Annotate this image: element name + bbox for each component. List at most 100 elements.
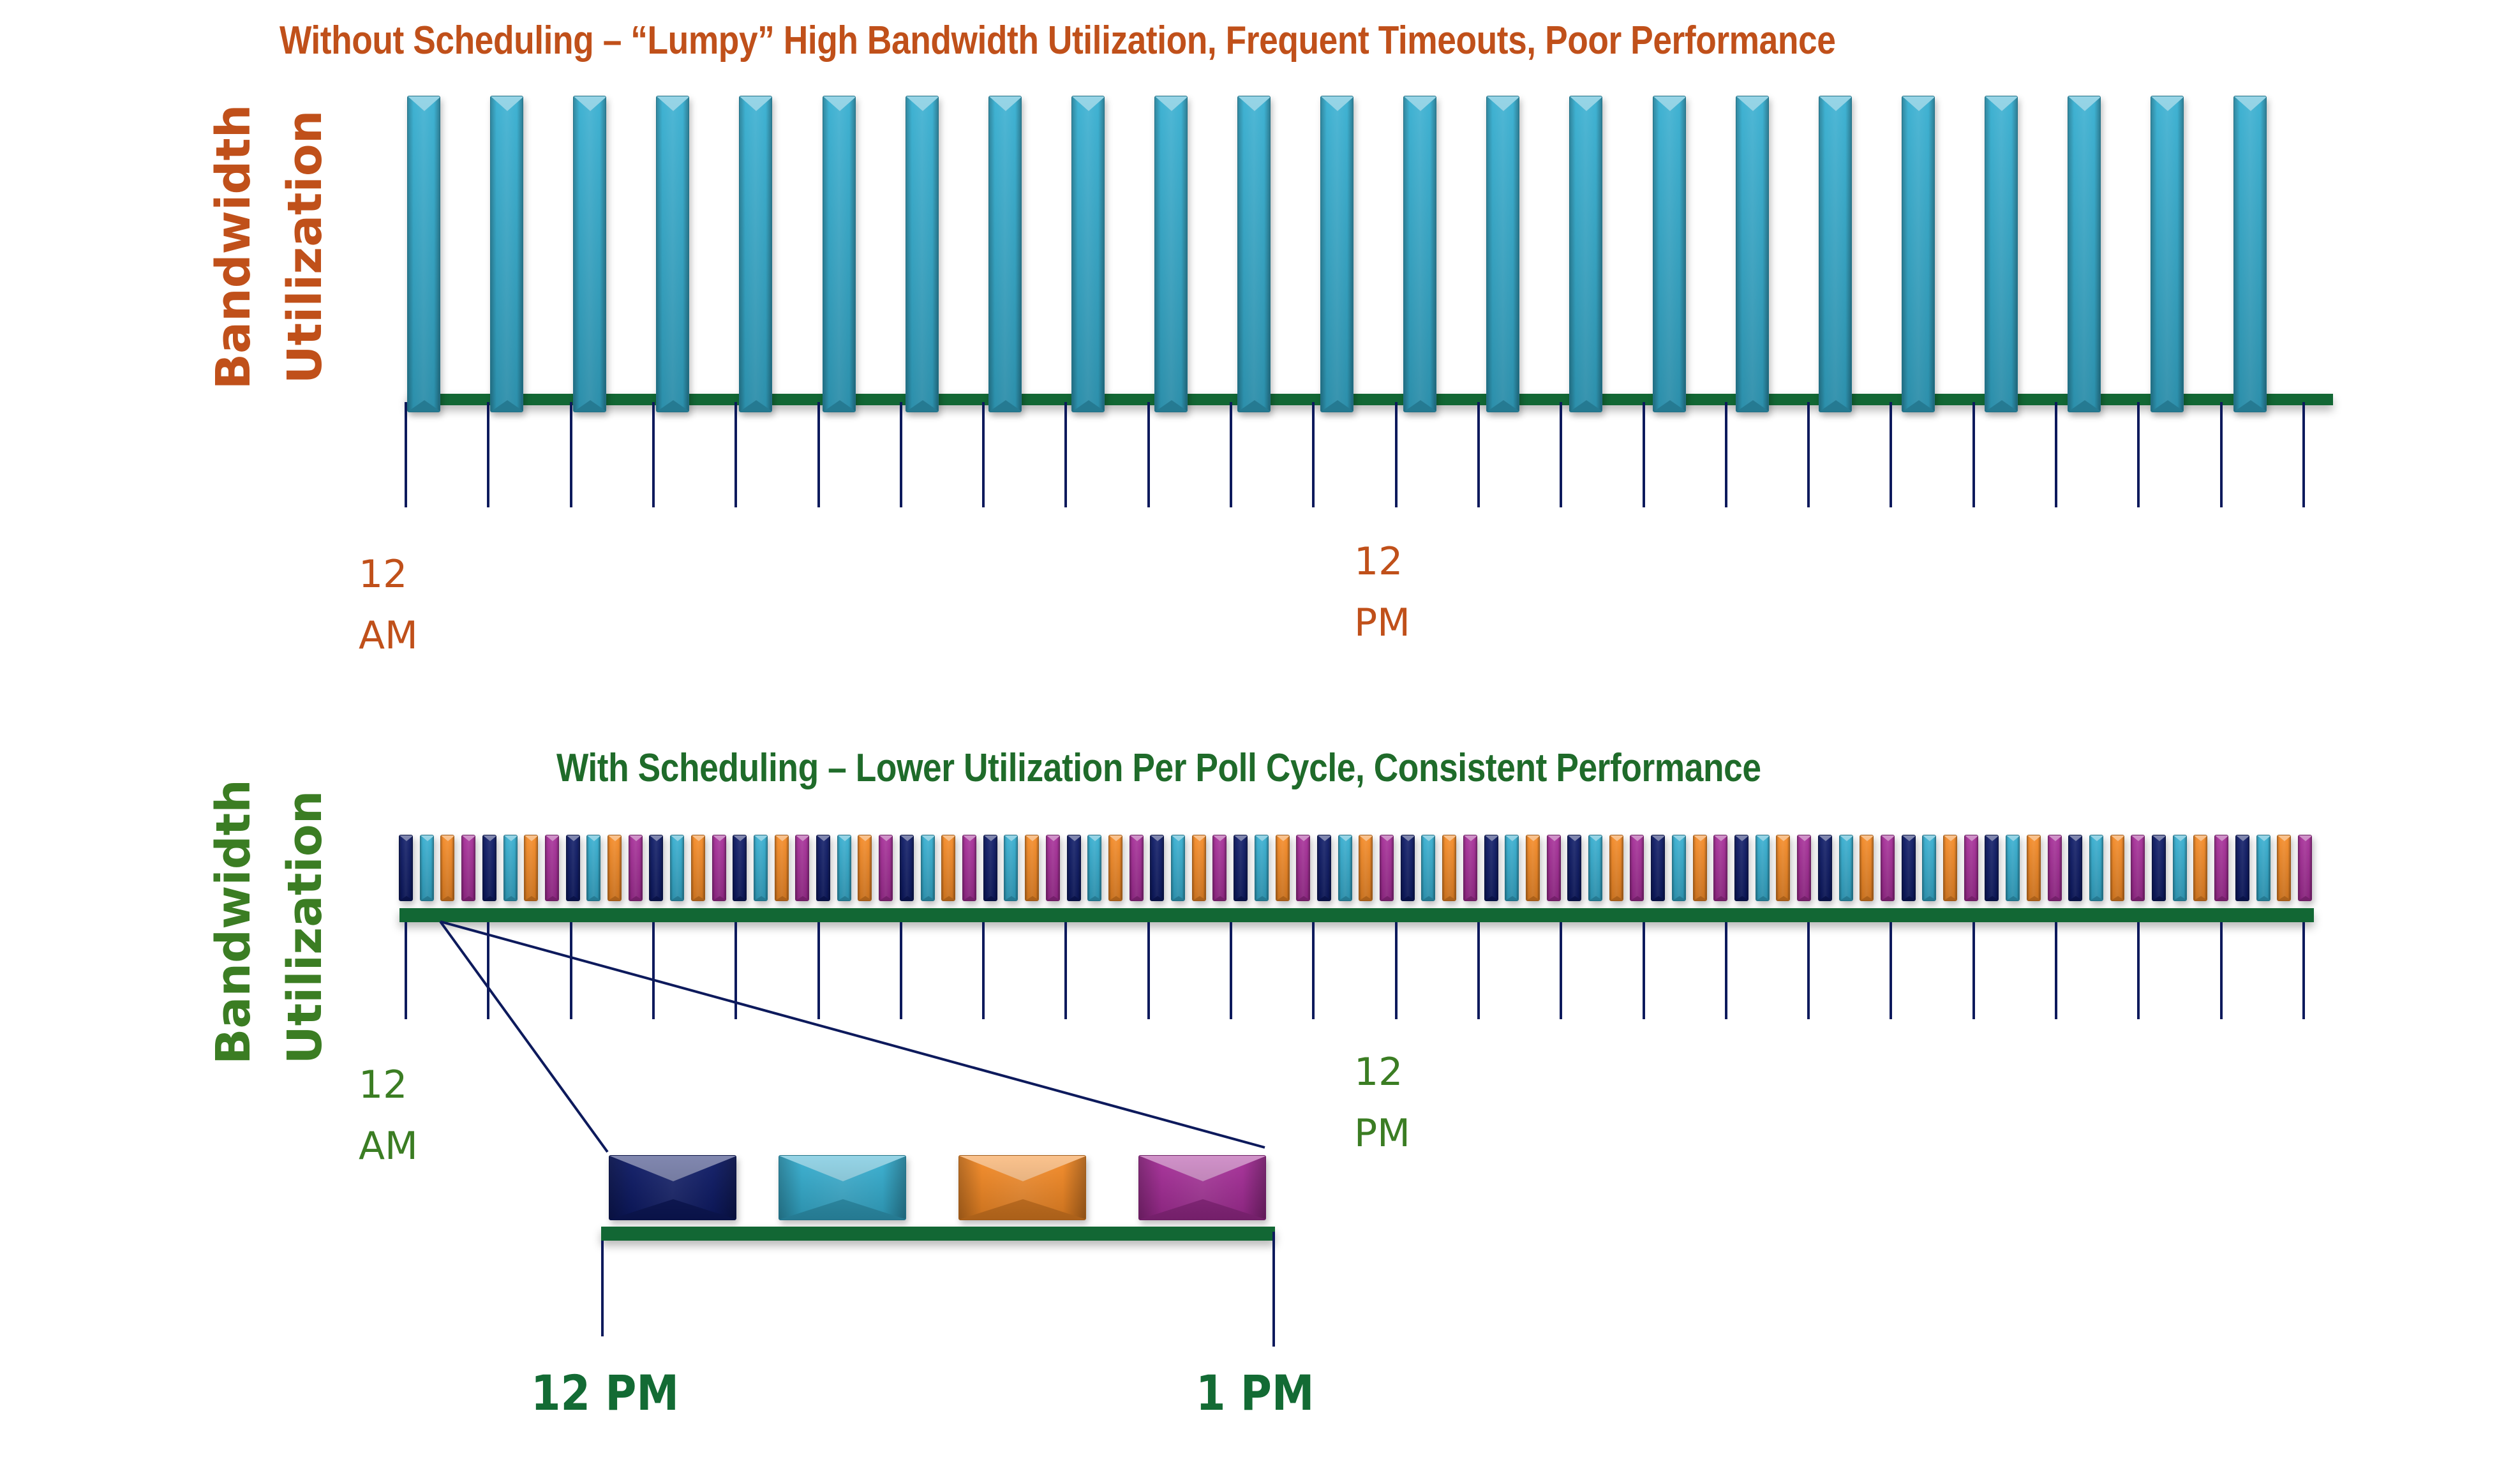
bottom-usage-bar: [2110, 835, 2124, 901]
top-tick: [2219, 402, 2223, 507]
top-usage-bar: [2233, 96, 2267, 412]
inset-poll-box: [958, 1155, 1086, 1220]
bottom-usage-bar: [649, 835, 664, 901]
inset-poll-box: [779, 1155, 906, 1220]
bottom-usage-bar: [1713, 835, 1728, 901]
top-tick: [982, 402, 985, 507]
bottom-tick: [1724, 922, 1727, 1019]
top-usage-bar: [822, 96, 856, 412]
bottom-usage-bar: [1045, 835, 1060, 901]
bottom-usage-bar: [690, 835, 705, 901]
top-tick: [652, 402, 655, 507]
bottom-usage-bar: [2026, 835, 2041, 901]
top-usage-bar: [2151, 96, 2184, 412]
bottom-tick: [1890, 922, 1893, 1019]
top-tick: [1230, 402, 1232, 507]
bottom-usage-bar: [962, 835, 976, 901]
bottom-usage-bar: [1212, 835, 1227, 901]
top-usage-bar: [988, 96, 1022, 412]
bottom-tick: [569, 922, 572, 1019]
bottom-usage-bar: [1150, 835, 1165, 901]
top-usage-bar: [1735, 96, 1769, 412]
inset-poll-box: [1138, 1155, 1266, 1220]
bottom-usage-bar: [1484, 835, 1498, 901]
bottom-usage-bar: [1651, 835, 1666, 901]
top-tick: [1807, 402, 1810, 507]
top-usage-bar: [1154, 96, 1188, 412]
bottom-usage-bar: [1985, 835, 1999, 901]
bottom-usage-bar: [1922, 835, 1937, 901]
bottom-usage-bar: [399, 835, 413, 901]
top-tick: [1147, 402, 1150, 507]
bottom-usage-bar: [1901, 835, 1916, 901]
bottom-usage-bar: [1546, 835, 1561, 901]
top-tick: [1312, 402, 1315, 507]
bottom-usage-bar: [1025, 835, 1040, 901]
top-label-12am: 12 AM: [359, 544, 418, 666]
bottom-usage-bar: [1609, 835, 1623, 901]
bottom-label-12pm: 12 PM: [1354, 1042, 1410, 1164]
bottom-usage-bar: [1671, 835, 1686, 901]
bottom-usage-bar: [837, 835, 851, 901]
bottom-label-12pm-line1: 12: [1354, 1050, 1403, 1095]
bottom-tick: [1147, 922, 1150, 1019]
bottom-usage-bar: [1943, 835, 1958, 901]
bottom-usage-bar: [1108, 835, 1122, 901]
top-chart-title: Without Scheduling – “Lumpy” High Bandwi…: [280, 19, 1836, 63]
bottom-usage-bar: [1087, 835, 1102, 901]
inset-time-axis: [601, 1227, 1275, 1241]
bottom-usage-bar: [565, 835, 580, 901]
bottom-tick: [2055, 922, 2057, 1019]
bottom-usage-bar: [2047, 835, 2062, 901]
bottom-usage-bar: [1316, 835, 1331, 901]
top-usage-bar: [739, 96, 773, 412]
top-usage-bar: [573, 96, 607, 412]
top-usage-bar: [490, 96, 524, 412]
top-usage-bar: [1818, 96, 1852, 412]
bottom-usage-bar: [628, 835, 643, 901]
bottom-usage-bar: [1797, 835, 1812, 901]
bottom-tick: [2219, 922, 2223, 1019]
bottom-usage-bar: [1296, 835, 1311, 901]
top-usage-bar: [1569, 96, 1603, 412]
bottom-usage-bar: [1171, 835, 1186, 901]
bottom-usage-bar: [1817, 835, 1832, 901]
top-tick: [405, 402, 407, 507]
top-tick: [734, 402, 738, 507]
bottom-tick: [1972, 922, 1975, 1019]
inset-tick-end: [1272, 1232, 1275, 1347]
bottom-tick: [405, 922, 407, 1019]
bottom-usage-bar: [1234, 835, 1248, 901]
bottom-usage-bar: [712, 835, 726, 901]
bottom-usage-bar: [1860, 835, 1874, 901]
top-usage-bar: [1486, 96, 1520, 412]
top-tick: [1394, 402, 1398, 507]
bottom-usage-bar: [1964, 835, 1978, 901]
top-tick: [1890, 402, 1893, 507]
top-usage-bar: [2068, 96, 2101, 412]
bottom-usage-bar: [774, 835, 789, 901]
bottom-usage-bar: [608, 835, 622, 901]
bottom-usage-bar: [753, 835, 768, 901]
bottom-usage-bar: [1442, 835, 1457, 901]
inset-label-12pm: 12 PM: [531, 1364, 679, 1421]
top-usage-bar: [905, 96, 939, 412]
bottom-usage-bar: [1692, 835, 1707, 901]
top-tick: [2055, 402, 2057, 507]
top-usage-bar: [656, 96, 690, 412]
bottom-label-12am: 12 AM: [359, 1054, 418, 1177]
bottom-usage-bar: [1338, 835, 1352, 901]
bottom-usage-bar: [1505, 835, 1519, 901]
bottom-usage-bar: [1588, 835, 1603, 901]
bottom-usage-bar: [1275, 835, 1290, 901]
bottom-usage-bar: [1880, 835, 1895, 901]
bottom-usage-bar: [2256, 835, 2270, 901]
bottom-usage-bar: [1004, 835, 1018, 901]
bottom-tick: [734, 922, 738, 1019]
bottom-tick: [1064, 922, 1068, 1019]
bottom-usage-bar: [2298, 835, 2312, 901]
top-label-12pm-line2: PM: [1354, 601, 1410, 645]
top-usage-bar: [1652, 96, 1686, 412]
top-tick: [1560, 402, 1563, 507]
